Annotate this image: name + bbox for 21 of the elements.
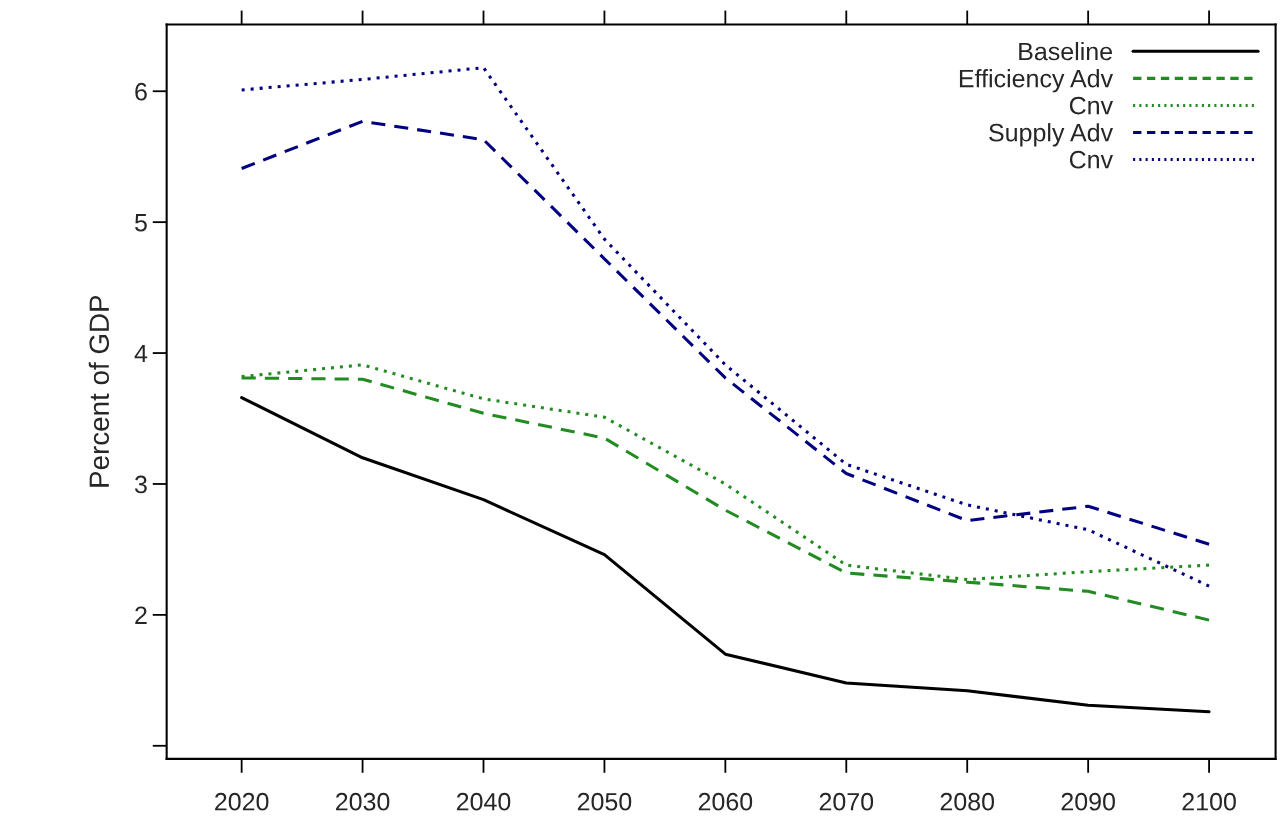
y-tick-label: 4 <box>134 344 148 363</box>
x-tick-label: 2030 <box>336 792 390 811</box>
x-tick-label: 2070 <box>819 792 874 811</box>
legend-label: Baseline <box>1019 41 1112 61</box>
x-tick-label: 2090 <box>1061 792 1115 811</box>
y-tick-label: 6 <box>135 82 147 101</box>
legend-label: Cnv <box>1069 150 1114 169</box>
line-series <box>240 396 1211 714</box>
x-tick-label: 2080 <box>940 792 995 811</box>
y-tick-label: 2 <box>135 606 147 624</box>
legend-label: Efficiency Adv <box>959 69 1114 93</box>
x-tick-label: 2040 <box>456 792 511 811</box>
x-tick-label: 2050 <box>577 792 632 811</box>
legend-label: Cnv <box>1069 96 1114 115</box>
x-tick-label: 2020 <box>215 792 269 811</box>
y-tick-label: 5 <box>135 214 147 232</box>
y-axis-title: Percent of GDP <box>88 295 110 487</box>
x-tick-label: 2100 <box>1182 792 1236 811</box>
y-tick-label: 3 <box>134 475 147 494</box>
x-tick-label: 2060 <box>698 792 753 811</box>
legend-label: Supply Adv <box>989 123 1114 147</box>
